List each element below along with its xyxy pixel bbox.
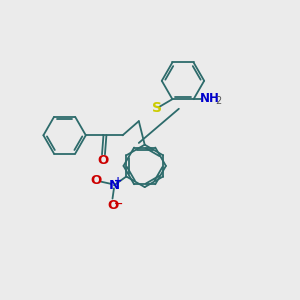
Text: −: − — [114, 199, 123, 209]
Text: +: + — [114, 176, 122, 186]
Text: S: S — [152, 101, 162, 116]
Text: NH: NH — [200, 92, 220, 105]
Text: 2: 2 — [215, 96, 222, 106]
Text: O: O — [98, 154, 109, 167]
Text: O: O — [91, 174, 102, 187]
Text: N: N — [108, 179, 119, 192]
Text: O: O — [107, 199, 118, 212]
